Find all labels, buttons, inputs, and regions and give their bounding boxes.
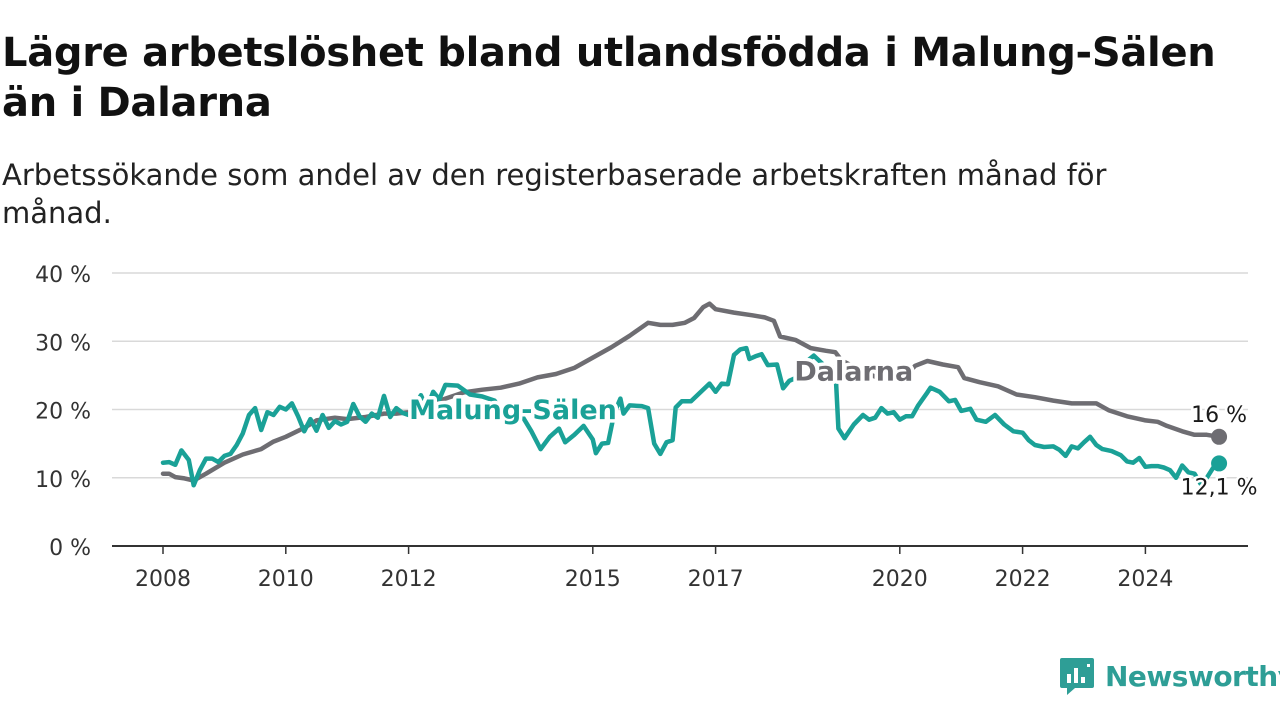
- y-tick-label: 40 %: [35, 263, 91, 288]
- series-label-dalarna: Dalarna: [794, 357, 913, 388]
- x-tick-label: 2020: [872, 567, 928, 592]
- y-tick-label: 20 %: [35, 400, 91, 425]
- brand-name: Newsworthy: [1105, 659, 1280, 693]
- y-tick-label: 30 %: [35, 331, 91, 356]
- series-line-malung-salen: [160, 345, 1222, 488]
- series-layer: [160, 301, 1222, 488]
- y-tick-label: 0 %: [49, 536, 91, 561]
- end-point-dalarna: [1211, 428, 1228, 445]
- end-point-malung-salen: [1211, 455, 1228, 472]
- axis-layer: 0 % 10 % 20 % 30 % 40 % 2008 2010 2012 2015 2017 2…: [35, 263, 1248, 592]
- x-tick-label: 2010: [258, 567, 314, 592]
- newsworthy-logo-icon: [1060, 658, 1094, 695]
- x-tick-label: 2015: [565, 567, 621, 592]
- x-tick-label: 2017: [688, 567, 744, 592]
- x-tick-label: 2022: [995, 567, 1051, 592]
- series-label-malung-salen: Malung-Sälen: [409, 395, 617, 426]
- grid-layer: [112, 272, 1248, 479]
- newsworthy-brand: Newsworthy: [1059, 656, 1280, 696]
- label-layer: Malung-Sälen Dalarna 16 % 12,1 %: [406, 353, 1260, 503]
- chart-subtitle: Arbetssökande som andel av den registerb…: [2, 158, 1107, 230]
- end-label-malung-salen: 12,1 %: [1181, 475, 1258, 500]
- x-tick-label: 2012: [381, 567, 437, 592]
- x-tick-label: 2024: [1117, 567, 1173, 592]
- chart-title: Lägre arbetslöshet bland utlandsfödda i …: [2, 30, 1216, 126]
- y-tick-label: 10 %: [35, 468, 91, 493]
- end-label-dalarna: 16 %: [1191, 403, 1247, 428]
- x-tick-label: 2008: [135, 567, 191, 592]
